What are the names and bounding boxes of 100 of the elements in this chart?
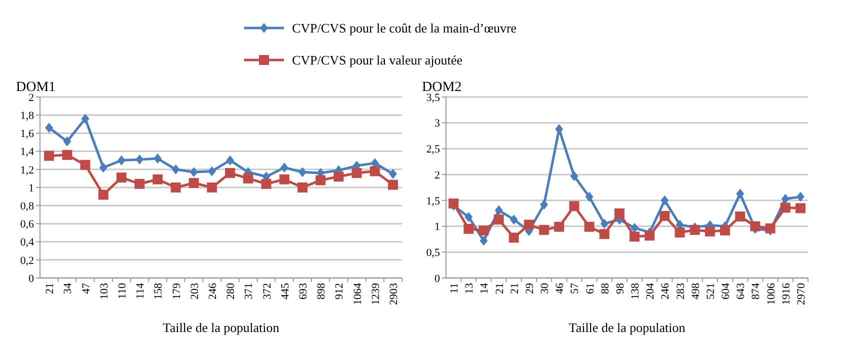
point — [720, 225, 730, 236]
y-tick-label: 0,2 — [20, 254, 34, 267]
point — [780, 202, 790, 213]
point — [524, 220, 534, 230]
point — [152, 174, 163, 184]
x-tick-label: 57 — [569, 282, 582, 294]
x-tick-label: 13 — [464, 282, 476, 294]
point — [660, 195, 669, 206]
point — [134, 178, 145, 189]
point — [464, 224, 474, 234]
point — [206, 182, 217, 192]
point — [243, 173, 254, 184]
point — [464, 212, 473, 222]
point — [190, 167, 198, 178]
point — [599, 229, 610, 240]
point — [316, 175, 326, 186]
x-tick-label: 693 — [297, 282, 310, 300]
point — [334, 172, 344, 182]
point — [388, 180, 398, 190]
y-tick-label: 0,4 — [20, 236, 34, 249]
x-tick-label: 21 — [44, 283, 56, 294]
point — [585, 192, 594, 202]
y-tick-label: 2,5 — [426, 144, 440, 156]
x-tick-label: 1239 — [370, 282, 382, 305]
point — [80, 160, 90, 170]
x-tick-label: 2903 — [388, 282, 400, 305]
point — [81, 114, 90, 124]
point — [795, 203, 806, 214]
x-tick-label: 283 — [674, 282, 687, 300]
point — [172, 164, 180, 174]
x-tick-label: 604 — [720, 282, 732, 300]
x-tick-label: 103 — [98, 282, 110, 300]
x-tick-label: 138 — [630, 282, 642, 300]
y-tick-label: 1,5 — [426, 195, 440, 208]
x-tick-label: 179 — [170, 282, 183, 300]
point — [750, 221, 760, 232]
point — [136, 154, 144, 164]
point — [614, 208, 624, 218]
point — [154, 154, 162, 164]
x-axis-title: Taille de la population — [568, 320, 686, 335]
point — [660, 210, 670, 221]
point — [735, 211, 746, 222]
x-tick-label: 47 — [80, 282, 92, 294]
point — [569, 201, 580, 212]
point — [388, 168, 397, 179]
y-tick-label: 0,5 — [426, 246, 440, 259]
point — [644, 230, 655, 241]
point — [188, 178, 199, 188]
point — [208, 166, 216, 176]
x-tick-label: 643 — [735, 282, 748, 300]
point — [480, 236, 488, 246]
x-tick-label: 21 — [494, 283, 506, 294]
point — [98, 190, 108, 200]
x-tick-label: 280 — [225, 282, 238, 300]
x-tick-label: 21 — [508, 283, 521, 294]
x-tick-label: 521 — [704, 283, 717, 300]
point — [370, 166, 380, 176]
y-tick-label: 0,6 — [20, 218, 34, 231]
point — [494, 214, 504, 225]
x-tick-label: 874 — [750, 282, 762, 300]
point — [117, 155, 126, 166]
point — [600, 218, 608, 229]
y-tick-label: 0 — [28, 272, 34, 285]
x-tick-label: 203 — [188, 282, 201, 300]
y-tick-label: 0,8 — [20, 200, 34, 212]
x-tick-label: 372 — [261, 283, 274, 300]
y-tick-label: 1,4 — [20, 146, 34, 158]
x-tick-label: 14 — [478, 282, 491, 294]
point — [226, 155, 234, 166]
point — [352, 168, 362, 178]
point — [62, 150, 72, 160]
x-tick-label: 898 — [316, 282, 328, 300]
x-tick-label: 88 — [599, 282, 612, 294]
point — [116, 172, 126, 183]
point — [690, 224, 700, 235]
x-tick-label: 29 — [524, 282, 536, 294]
x-tick-label: 114 — [134, 282, 147, 300]
point — [796, 192, 804, 202]
legend-label: CVP/CVS pour le coût de la main-d’œuvre — [292, 20, 517, 36]
point — [570, 171, 578, 182]
x-tick-label: 246 — [206, 282, 219, 300]
x-tick-label: 110 — [116, 282, 128, 300]
point — [510, 214, 518, 225]
x-tick-label: 204 — [644, 282, 657, 300]
point — [540, 200, 548, 210]
x-tick-label: 246 — [660, 282, 672, 300]
x-tick-label: 1006 — [765, 282, 778, 305]
point — [297, 182, 308, 192]
point — [508, 232, 519, 243]
y-tick-label: 1,2 — [20, 164, 34, 176]
point — [45, 122, 54, 133]
point — [478, 225, 489, 236]
point — [554, 222, 564, 232]
x-tick-label: 46 — [554, 282, 566, 294]
point — [630, 222, 639, 233]
point — [63, 136, 72, 146]
x-axis-title: Taille de la population — [162, 320, 280, 335]
point — [225, 168, 236, 178]
point — [781, 194, 790, 204]
point — [298, 167, 306, 178]
